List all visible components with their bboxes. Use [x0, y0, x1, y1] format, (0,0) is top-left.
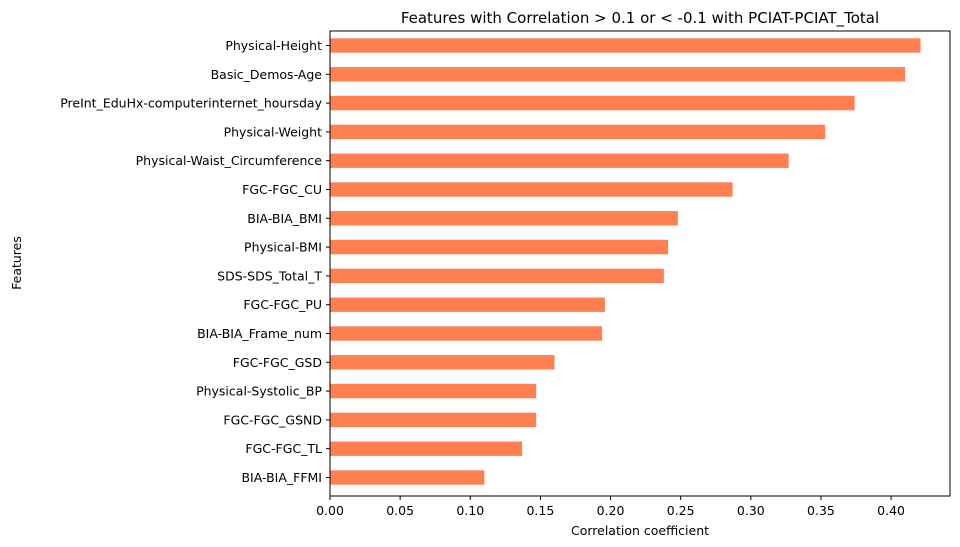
bar [330, 355, 555, 370]
x-tick-label: 0.15 [526, 503, 554, 518]
bar [330, 297, 605, 312]
bar [330, 38, 921, 53]
y-tick-label: SDS-SDS_Total_T [217, 268, 322, 283]
y-tick-label: BIA-BIA_FFMI [241, 470, 322, 485]
y-tick-label: Physical-Waist_Circumference [136, 153, 323, 168]
bar [330, 383, 537, 399]
y-axis-label: Features [9, 236, 24, 290]
bar [330, 412, 537, 428]
y-tick-label: FGC-FGC_GSD [233, 355, 322, 370]
bar [330, 95, 855, 111]
bar [330, 211, 678, 226]
x-axis-ticks: 0.00 0.05 0.10 0.15 0.20 0.25 0.30 0.35 0.40 [316, 496, 905, 518]
bar [330, 326, 603, 341]
bar [330, 239, 669, 255]
bar [330, 470, 485, 485]
x-tick-label: 0.30 [737, 503, 765, 518]
y-tick-label: FGC-FGC_PU [243, 297, 322, 312]
bar [330, 124, 826, 140]
bar [330, 268, 664, 284]
plot-frame [329, 30, 951, 497]
y-tick-label: Physical-BMI [244, 240, 322, 255]
x-tick-label: 0.00 [316, 503, 344, 518]
y-tick-label: Physical-Systolic_BP [196, 384, 322, 399]
x-axis-label: Correlation coefficient [571, 523, 709, 538]
y-tick-label: BIA-BIA_Frame_num [197, 326, 322, 341]
y-tick-label: FGC-FGC_TL [245, 441, 322, 456]
x-tick-label: 0.40 [877, 503, 905, 518]
x-tick-label: 0.25 [667, 503, 695, 518]
chart-title: Features with Correlation > 0.1 or < -0.… [401, 9, 879, 28]
x-tick-label: 0.35 [807, 503, 835, 518]
y-tick-label: BIA-BIA_BMI [247, 211, 322, 226]
y-tick-label: FGC-FGC_CU [242, 182, 322, 197]
y-tick-label: Physical-Height [225, 38, 322, 53]
y-tick-label: PreInt_EduHx-computerinternet_hoursday [60, 96, 322, 111]
bar [330, 182, 733, 197]
y-tick-label: FGC-FGC_GSND [223, 412, 322, 427]
y-axis-ticks: Physical-Height Basic_Demos-Age PreInt_Edu… [60, 38, 330, 485]
bar [330, 153, 789, 168]
x-tick-label: 0.20 [597, 503, 625, 518]
y-tick-label: Basic_Demos-Age [211, 67, 323, 82]
bar [330, 67, 906, 82]
bars-group [330, 38, 921, 485]
x-tick-label: 0.10 [456, 503, 484, 518]
x-tick-label: 0.05 [386, 503, 414, 518]
y-tick-label: Physical-Weight [224, 124, 322, 139]
bar [330, 441, 523, 456]
